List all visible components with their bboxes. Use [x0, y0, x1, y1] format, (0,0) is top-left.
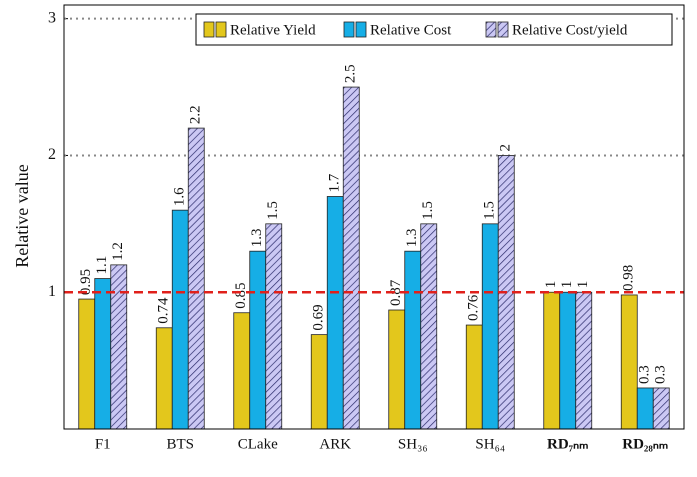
bar: [78, 298, 96, 430]
legend: Relative Yield Relative Cost Relative Cost…: [195, 13, 673, 46]
legend-swatch: [497, 21, 509, 38]
legend-swatch: [203, 21, 215, 38]
y-tick-label: 1: [48, 283, 56, 300]
legend-label: Relative Cost: [370, 22, 452, 38]
value-label: 2: [498, 144, 514, 152]
legend-swatch: [343, 21, 355, 38]
bar: [310, 334, 328, 430]
value-label: 1.3: [404, 228, 420, 247]
legend-box: [195, 13, 673, 46]
bar: [652, 387, 670, 430]
y-tick-label: 3: [48, 9, 56, 26]
bar: [575, 291, 593, 430]
value-label: 1: [543, 281, 559, 289]
legend-swatch: [485, 21, 497, 38]
value-label: 0.76: [466, 294, 482, 321]
value-label: 1.5: [265, 201, 281, 220]
value-label: 1.7: [327, 173, 343, 192]
legend-swatch: [215, 21, 227, 38]
bar: [404, 250, 422, 430]
value-label: 0.3: [637, 365, 653, 384]
legend-swatch: [355, 21, 367, 38]
bar: [342, 86, 360, 430]
bar: [559, 291, 577, 430]
bar: [187, 127, 205, 430]
bar: [420, 223, 438, 430]
bar: [94, 278, 112, 430]
value-label: 0.98: [621, 265, 637, 291]
value-label: 0.87: [388, 279, 404, 306]
y-axis-label: Relative value: [12, 164, 32, 267]
value-label: 1: [559, 281, 575, 289]
bar: [155, 327, 173, 430]
bar: [171, 209, 189, 430]
bar: [543, 291, 561, 430]
bar: [110, 264, 128, 430]
x-tick-label: F1: [95, 436, 111, 452]
bar: [481, 223, 499, 430]
value-label: 1.5: [420, 201, 436, 220]
x-tick-label: SH₆₄: [475, 436, 505, 452]
value-label: 0.3: [653, 365, 669, 384]
bar: [465, 324, 483, 430]
plot-frame: [63, 4, 685, 430]
x-tick-label: SH₃₆: [398, 436, 428, 452]
x-tick-label: ARK: [319, 436, 351, 452]
x-tick-label: CLake: [238, 436, 278, 452]
value-label: 2.5: [343, 64, 359, 83]
bar: [326, 196, 344, 430]
bar: [636, 387, 654, 430]
value-label: 0.74: [156, 297, 172, 324]
value-label: 1: [575, 281, 591, 289]
x-tick-label: RD₇ₙₘ: [547, 436, 588, 452]
x-tick-label: RD₂₈ₙₘ: [622, 436, 668, 452]
legend-label: Relative Cost/yield: [512, 22, 628, 38]
value-label: 1.1: [94, 256, 110, 275]
value-label: 2.2: [188, 105, 204, 124]
x-tick-label: BTS: [166, 436, 194, 452]
bar: [233, 312, 251, 430]
bar: [388, 309, 406, 430]
value-label: 0.95: [78, 269, 94, 295]
bar: [620, 294, 638, 430]
value-label: 1.3: [249, 228, 265, 247]
legend-label: Relative Yield: [230, 22, 316, 38]
value-label: 0.85: [233, 282, 249, 308]
y-tick-label: 2: [48, 146, 56, 163]
value-label: 0.69: [311, 304, 327, 330]
value-label: 1.2: [110, 242, 126, 261]
value-label: 1.6: [172, 187, 188, 206]
value-label: 1.5: [482, 201, 498, 220]
bar: [265, 223, 283, 430]
bar: [249, 250, 267, 430]
